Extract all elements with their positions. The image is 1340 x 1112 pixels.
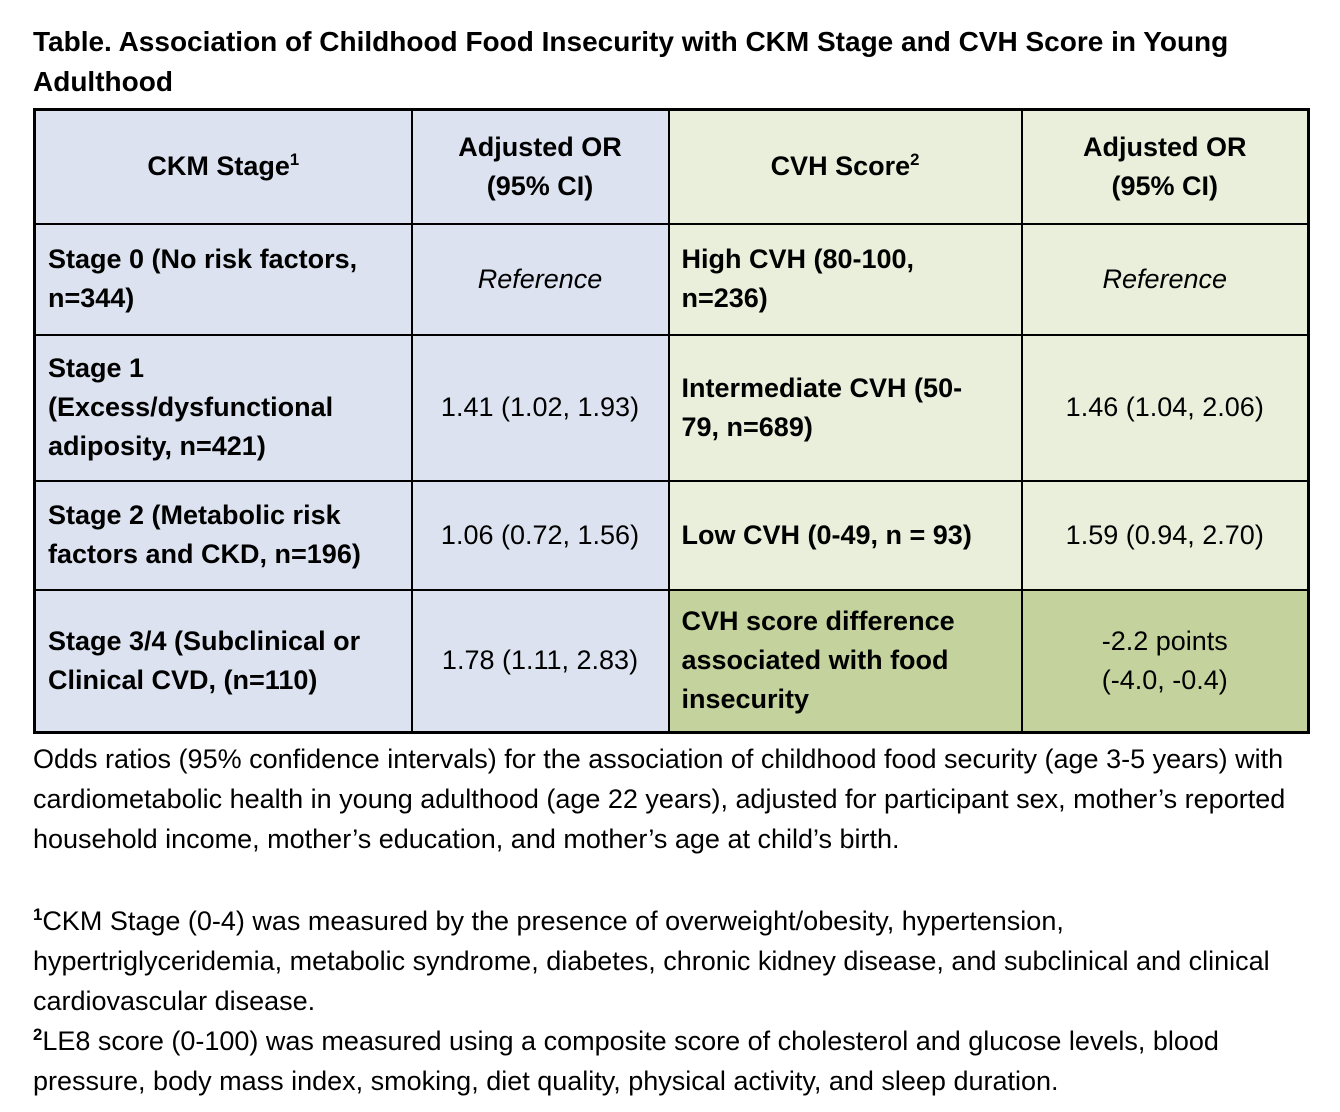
cell-stage-3-4-label: Stage 3/4 (Subclinical or Clinical CVD, … xyxy=(33,588,413,734)
cell-cvh-difference-label: CVH score difference associated with foo… xyxy=(667,588,1023,734)
footnote-2-marker: 2 xyxy=(33,1025,43,1044)
table-title: Table. Association of Childhood Food Ins… xyxy=(33,26,1229,97)
cell-stage-2-label: Stage 2 (Metabolic risk factors and CKD,… xyxy=(33,479,413,591)
footnote-1-text: CKM Stage (0-4) was measured by the pres… xyxy=(33,906,1270,1016)
header-ckm-adjusted-or: Adjusted OR (95% CI) xyxy=(410,108,670,225)
table-row-stage-1: Stage 1 (Excess/dysfunctional adiposity,… xyxy=(33,333,1310,482)
cell-stage-0-or: Reference xyxy=(410,222,670,336)
table-row-stage-2: Stage 2 (Metabolic risk factors and CKD,… xyxy=(33,479,1310,591)
footnote-2-text: LE8 score (0-100) was measured using a c… xyxy=(33,1026,1219,1096)
header-row: CKM Stage1 Adjusted OR (95% CI) CVH Scor… xyxy=(33,108,1310,225)
cell-intermediate-cvh-or: 1.46 (1.04, 2.06) xyxy=(1020,333,1310,482)
table-row-stage-0: Stage 0 (No risk factors, n=344) Referen… xyxy=(33,222,1310,336)
header-ckm-stage: CKM Stage1 xyxy=(33,108,413,225)
footnote-2: 2LE8 score (0-100) was measured using a … xyxy=(33,1021,1310,1101)
table-caption: Odds ratios (95% confidence intervals) f… xyxy=(33,744,1286,854)
header-cvh-score-label: CVH Score xyxy=(770,151,911,182)
table-row-stage-3-4: Stage 3/4 (Subclinical or Clinical CVD, … xyxy=(33,588,1310,734)
cell-stage-1-or: 1.41 (1.02, 1.93) xyxy=(410,333,670,482)
cell-cvh-difference-value: -2.2 points (-4.0, -0.4) xyxy=(1020,588,1310,734)
cell-stage-3-4-or: 1.78 (1.11, 2.83) xyxy=(410,588,670,734)
header-cvh-score-footnote-ref: 2 xyxy=(910,150,920,170)
cell-stage-0-label: Stage 0 (No risk factors, n=344) xyxy=(33,222,413,336)
footnote-1: 1CKM Stage (0-4) was measured by the pre… xyxy=(33,901,1310,1021)
footnote-1-marker: 1 xyxy=(33,905,43,924)
cell-low-cvh-label: Low CVH (0-49, n = 93) xyxy=(667,479,1023,591)
cell-stage-1-label: Stage 1 (Excess/dysfunctional adiposity,… xyxy=(33,333,413,482)
cell-low-cvh-or: 1.59 (0.94, 2.70) xyxy=(1020,479,1310,591)
cell-intermediate-cvh-label: Intermediate CVH (50- 79, n=689) xyxy=(667,333,1023,482)
header-cvh-adjusted-or: Adjusted OR (95% CI) xyxy=(1020,108,1310,225)
cell-high-cvh-label: High CVH (80-100, n=236) xyxy=(667,222,1023,336)
results-table: CKM Stage1 Adjusted OR (95% CI) CVH Scor… xyxy=(33,108,1310,734)
cell-stage-2-or: 1.06 (0.72, 1.56) xyxy=(410,479,670,591)
header-ckm-stage-footnote-ref: 1 xyxy=(289,150,300,170)
cell-high-cvh-or: Reference xyxy=(1020,222,1310,336)
header-ckm-stage-label: CKM Stage xyxy=(147,151,290,182)
header-cvh-score: CVH Score2 xyxy=(667,108,1023,225)
